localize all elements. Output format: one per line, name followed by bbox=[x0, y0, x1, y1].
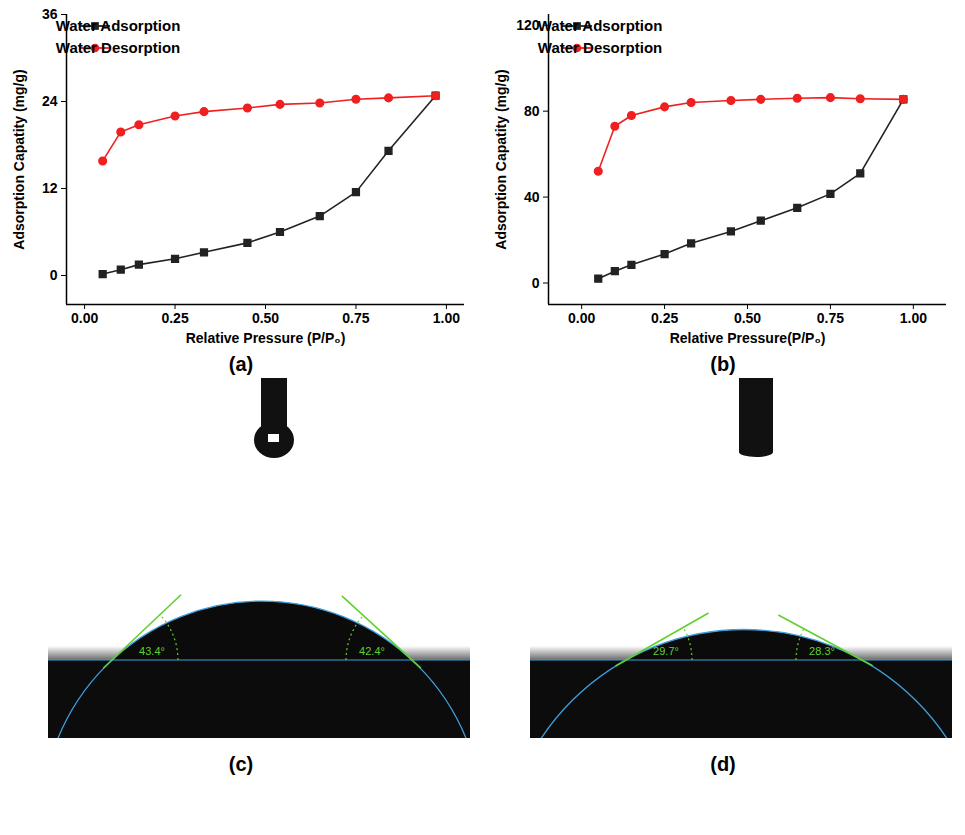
html-text:(a): (a) bbox=[228, 353, 254, 375]
html-text:(b): (b) bbox=[710, 353, 736, 375]
svg-text:Water Desorption: Water Desorption bbox=[538, 39, 662, 56]
svg-text:40: 40 bbox=[524, 189, 540, 205]
svg-text:0.50: 0.50 bbox=[252, 310, 279, 326]
svg-text:28.3°: 28.3° bbox=[809, 645, 835, 657]
svg-text:0.00: 0.00 bbox=[71, 310, 98, 326]
svg-text:0: 0 bbox=[532, 274, 540, 290]
svg-text:0.75: 0.75 bbox=[342, 310, 369, 326]
svg-text:Relative Pressure(P/P₀): Relative Pressure(P/P₀) bbox=[670, 330, 826, 346]
svg-text:Water Adsorption: Water Adsorption bbox=[56, 17, 181, 34]
svg-text:24: 24 bbox=[42, 93, 58, 109]
svg-text:0: 0 bbox=[50, 267, 58, 283]
html-text:(c): (c) bbox=[228, 753, 254, 775]
svg-text:1.00: 1.00 bbox=[433, 310, 460, 326]
html-text:(d): (d) bbox=[710, 753, 736, 775]
svg-text:1.00: 1.00 bbox=[900, 310, 927, 326]
svg-text:Water Desorption: Water Desorption bbox=[56, 39, 180, 56]
svg-text:0.25: 0.25 bbox=[651, 310, 678, 326]
svg-text:43.4°: 43.4° bbox=[139, 645, 165, 657]
svg-text:0.50: 0.50 bbox=[734, 310, 761, 326]
svg-text:42.4°: 42.4° bbox=[359, 645, 385, 657]
svg-text:0.25: 0.25 bbox=[161, 310, 188, 326]
svg-text:Adsorption Capatity (mg/g): Adsorption Capatity (mg/g) bbox=[493, 69, 509, 249]
svg-text:29.7°: 29.7° bbox=[653, 645, 679, 657]
svg-text:80: 80 bbox=[524, 103, 540, 119]
svg-text:12: 12 bbox=[42, 180, 58, 196]
svg-text:0.75: 0.75 bbox=[817, 310, 844, 326]
svg-text:Water Adsorption: Water Adsorption bbox=[538, 17, 663, 34]
svg-text:Relative Pressure (P/P₀): Relative Pressure (P/P₀) bbox=[186, 330, 346, 346]
svg-text:Adsorption Capatity (mg/g): Adsorption Capatity (mg/g) bbox=[11, 69, 27, 249]
svg-text:120: 120 bbox=[516, 17, 540, 33]
svg-text:0.00: 0.00 bbox=[568, 310, 595, 326]
svg-text:36: 36 bbox=[41, 6, 58, 22]
